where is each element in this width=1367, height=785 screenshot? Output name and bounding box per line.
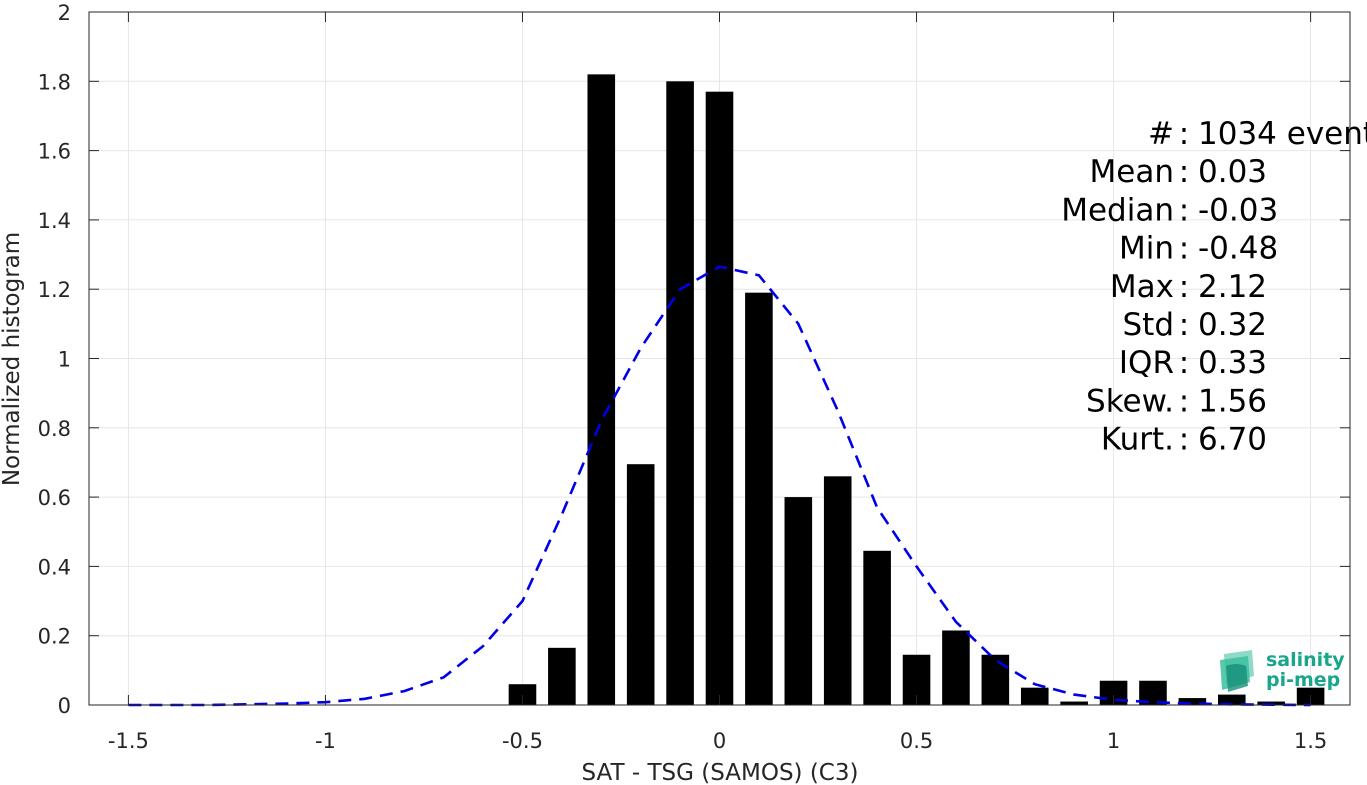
stat-label: Std	[1122, 307, 1174, 343]
stat-value: -0.48	[1198, 231, 1278, 267]
histogram-bar	[1178, 698, 1207, 705]
histogram-bar	[1217, 694, 1246, 705]
stat-value: 0.03	[1198, 154, 1267, 190]
stat-label: Median	[1061, 192, 1174, 228]
y-tick-label: 0.2	[38, 625, 71, 649]
y-tick-label: 0.8	[38, 417, 71, 441]
histogram-bar	[548, 647, 576, 705]
y-tick-label: 0.6	[38, 486, 71, 510]
stat-colon: :	[1179, 307, 1189, 343]
x-axis-ticks: -1.5 -1 -0.5 0 0.5 1 1.5	[108, 12, 1327, 753]
histogram-bar	[942, 630, 970, 705]
stat-colon: :	[1179, 192, 1189, 228]
histogram-bar	[1020, 687, 1049, 705]
y-axis-title: Normalized histogram	[0, 232, 25, 486]
stat-value: 0.33	[1198, 345, 1267, 381]
histogram-bar	[863, 550, 891, 705]
y-tick-label: 1	[58, 348, 71, 372]
logo-text-line2: pi-mep	[1266, 669, 1340, 691]
stat-colon: :	[1179, 269, 1189, 305]
y-tick-label: 2	[58, 1, 71, 25]
stat-label: Mean	[1090, 154, 1174, 190]
stat-colon: :	[1179, 116, 1189, 152]
stat-colon: :	[1179, 345, 1189, 381]
y-axis-ticks: 0 0.2 0.4 0.6 0.8 1 1.2 1.4 1.6 1.8 2	[38, 1, 1350, 718]
x-tick-label: -1.5	[108, 729, 149, 753]
logo-text-line1: salinity	[1266, 649, 1345, 671]
histogram-bar	[508, 684, 537, 705]
stat-colon: :	[1179, 422, 1189, 458]
histogram-bar	[666, 81, 694, 706]
x-tick-label: -0.5	[502, 729, 543, 753]
stat-value: 1.56	[1198, 383, 1267, 419]
histogram-bar	[745, 292, 773, 705]
histogram-bar	[981, 654, 1010, 705]
x-axis-title: SAT - TSG (SAMOS) (C3)	[582, 760, 859, 785]
x-tick-label: 0.5	[900, 729, 933, 753]
y-tick-label: 1.4	[38, 209, 71, 233]
histogram-bar	[1257, 701, 1285, 705]
stat-value: 0.32	[1198, 307, 1267, 343]
histogram-bar	[587, 74, 616, 706]
y-tick-label: 0.4	[38, 555, 71, 579]
stat-label: Max	[1110, 269, 1174, 305]
x-tick-label: 0	[713, 729, 726, 753]
stat-value: 1034 events	[1198, 116, 1367, 152]
stat-label: Skew.	[1086, 383, 1174, 419]
stat-colon: :	[1179, 231, 1189, 267]
stat-label: Min	[1119, 231, 1174, 267]
x-tick-label: 1.5	[1294, 729, 1327, 753]
logo-mark-icon	[1220, 650, 1254, 692]
histogram-bar	[705, 91, 734, 705]
histogram-bar	[823, 476, 852, 705]
histogram-bar	[1060, 701, 1088, 705]
stat-colon: :	[1179, 383, 1189, 419]
stat-value: -0.03	[1198, 192, 1278, 228]
salinity-pi-mep-logo: salinity pi-mep	[1220, 649, 1345, 692]
x-tick-label: 1	[1107, 729, 1120, 753]
stat-label: Kurt.	[1101, 422, 1174, 458]
histogram-bar	[784, 497, 813, 705]
stat-colon: :	[1179, 154, 1189, 190]
y-tick-label: 0	[58, 694, 71, 718]
y-tick-label: 1.6	[38, 140, 71, 164]
stat-label: #	[1148, 116, 1174, 152]
x-tick-label: -1	[315, 729, 336, 753]
stat-label: IQR	[1119, 345, 1174, 381]
histogram-bars	[508, 74, 1325, 706]
stat-value: 2.12	[1198, 269, 1267, 305]
y-tick-label: 1.8	[38, 70, 71, 94]
stat-value: 6.70	[1198, 422, 1267, 458]
y-tick-label: 1.2	[38, 278, 71, 302]
histogram-bar	[626, 464, 655, 705]
